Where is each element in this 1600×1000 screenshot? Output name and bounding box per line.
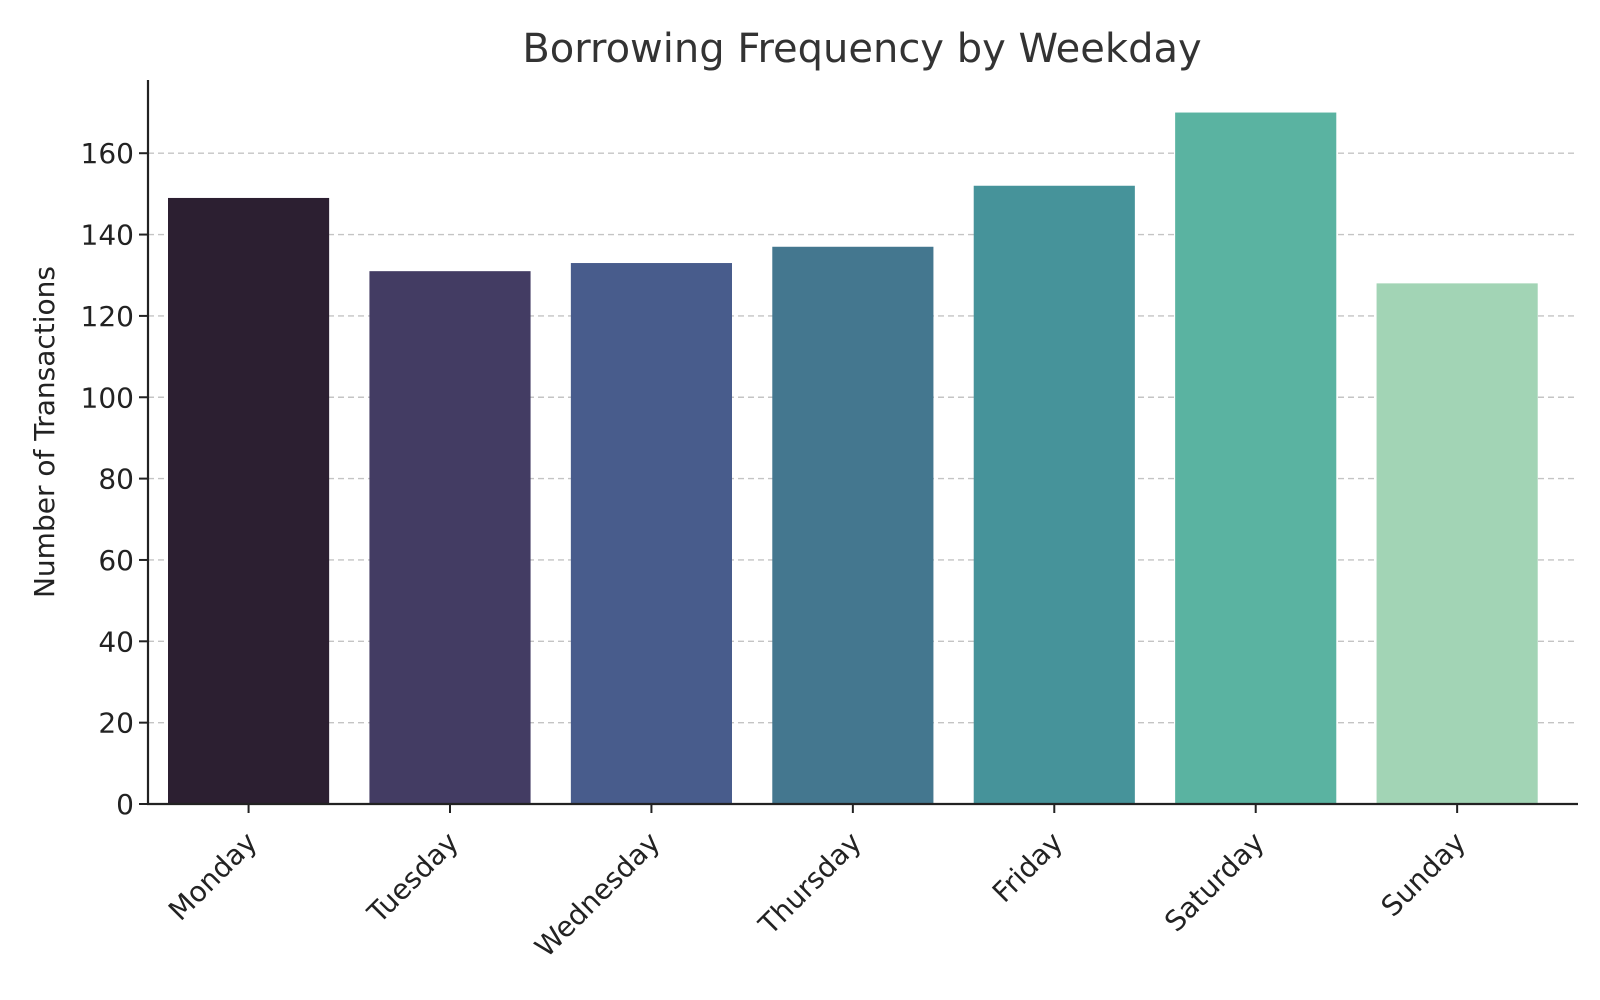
y-tick-label: 60	[98, 544, 134, 577]
bar-friday	[973, 185, 1135, 804]
bar-monday	[168, 197, 330, 804]
bar-wednesday	[570, 263, 732, 805]
y-tick-label: 160	[81, 137, 134, 170]
x-axis-ticks: Monday Tuesday Wednesday Thursday Friday Satu…	[162, 804, 1472, 964]
bars	[168, 112, 1538, 805]
axes	[146, 80, 1578, 806]
x-tick-label: Tuesday	[360, 826, 465, 931]
y-tick-label: 120	[81, 300, 134, 333]
x-tick-label: Wednesday	[528, 826, 666, 964]
x-tick-label: Thursday	[752, 826, 868, 942]
x-tick-label: Monday	[162, 826, 264, 928]
bar-sunday	[1376, 283, 1538, 804]
x-tick-label: Friday	[986, 826, 1069, 909]
y-tick-label: 0	[116, 788, 134, 821]
x-tick-label: Sunday	[1375, 826, 1472, 923]
chart-title: Borrowing Frequency by Weekday	[522, 26, 1201, 72]
y-tick-label: 100	[81, 381, 134, 414]
bar-tuesday	[369, 271, 531, 804]
y-tick-label: 80	[98, 463, 134, 496]
y-tick-label: 140	[81, 219, 134, 252]
y-tick-label: 20	[98, 707, 134, 740]
bar-saturday	[1175, 112, 1337, 805]
y-tick-label: 40	[98, 625, 134, 658]
y-axis-ticks: 0 20 40 60 80 100 120 140 160	[81, 137, 148, 821]
x-tick-label: Saturday	[1158, 826, 1271, 939]
bar-thursday	[772, 246, 934, 804]
y-axis-label: Number of Transactions	[28, 266, 61, 598]
